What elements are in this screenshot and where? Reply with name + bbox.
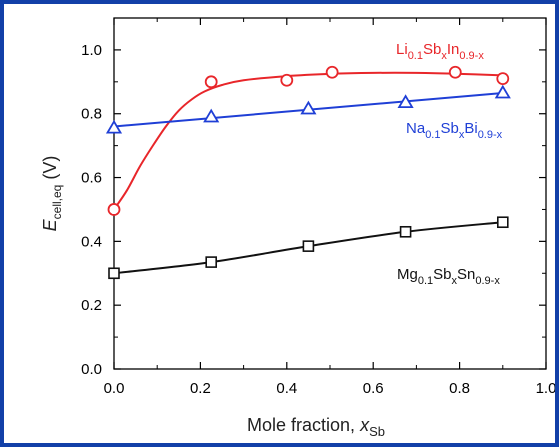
data-point — [204, 75, 218, 89]
x-tick-label: 0.4 — [276, 380, 297, 397]
series-line — [113, 71, 503, 211]
series-label: Mg0.1SbxSn0.9-x — [397, 266, 500, 287]
data-point — [205, 256, 217, 268]
x-tick-label: 0.8 — [449, 380, 470, 397]
data-point — [494, 84, 511, 99]
series-label: Na0.1SbxBi0.9-x — [406, 120, 503, 141]
y-tick-label: 0.6 — [81, 170, 102, 187]
data-point — [280, 73, 294, 87]
chart: 0.0 0.2 0.4 0.6 0.8 1.0 0.0 0.2 0.4 0.6 0.8 1.0 Mole… — [40, 17, 555, 439]
data-point — [325, 65, 339, 79]
data-point — [107, 203, 121, 216]
x-tick-label: 1.0 — [536, 380, 555, 397]
y-tick-label: 0.0 — [81, 361, 102, 378]
x-tick-label: 0.0 — [104, 380, 125, 397]
y-axis-title: Ecell,eq (V) — [40, 156, 64, 232]
data-point — [496, 216, 509, 229]
x-tick-label: 0.6 — [363, 380, 384, 397]
data-point — [496, 72, 510, 86]
data-point — [399, 225, 412, 238]
data-point — [302, 240, 315, 252]
x-tick-label: 0.2 — [190, 380, 211, 397]
data-point — [448, 65, 462, 79]
y-tick-label: 0.8 — [81, 106, 102, 123]
y-tick-label: 0.2 — [81, 297, 102, 314]
x-axis-title: Mole fraction, xSb — [247, 415, 385, 439]
data-point — [203, 108, 220, 123]
series-label: Li0.1SbxIn0.9-x — [396, 41, 484, 62]
data-point — [300, 100, 317, 115]
data-point — [105, 119, 123, 134]
y-tick-label: 0.4 — [81, 233, 102, 250]
data-point — [397, 94, 414, 109]
data-point — [108, 267, 120, 280]
y-tick-label: 1.0 — [81, 42, 102, 59]
